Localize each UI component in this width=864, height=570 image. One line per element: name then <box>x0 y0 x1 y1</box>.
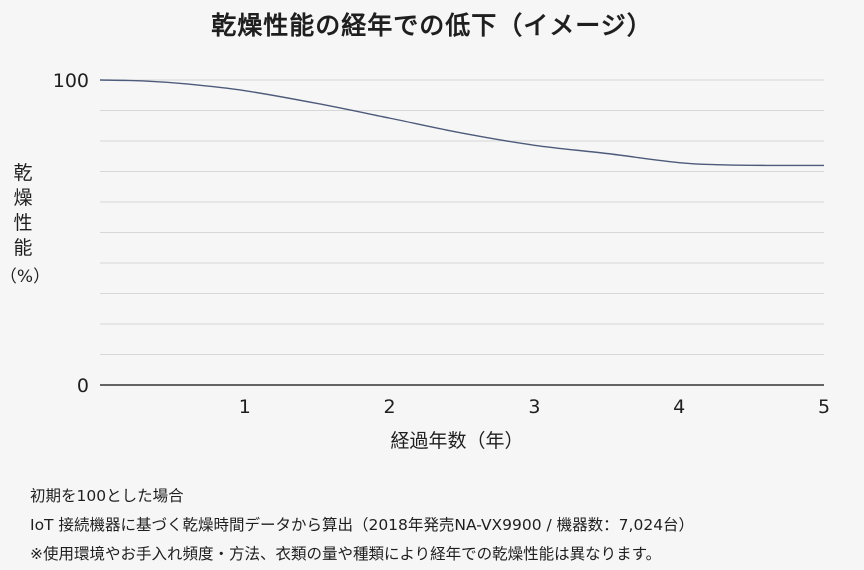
y-tick-label: 0 <box>77 375 89 397</box>
y-axis-label-char: 性 <box>13 212 32 234</box>
series-line <box>99 79 825 167</box>
note-disclaimer: ※使用環境やお手入れ頻度・方法、衣類の量や種類により経年での乾燥性能は異なります… <box>30 545 662 563</box>
x-tick-label: 5 <box>818 396 830 418</box>
y-tick-label: 100 <box>53 70 89 92</box>
x-tick-label: 4 <box>673 396 685 418</box>
y-axis-label-char: 燥 <box>13 187 32 209</box>
x-tick-label: 2 <box>384 396 396 418</box>
note-data-source: IoT 接続機器に基づく乾燥時間データから算出（2018年発売NA-VX9900… <box>30 516 695 534</box>
x-tick-label: 3 <box>528 396 540 418</box>
y-axis-label-char: 乾 <box>13 162 32 184</box>
x-axis-label: 経過年数（年） <box>390 430 523 452</box>
x-tick-label: 1 <box>239 396 251 418</box>
y-axis-label-char: 能 <box>13 237 32 259</box>
note-baseline: 初期を100とした場合 <box>30 487 184 505</box>
y-axis-unit: （%） <box>0 267 50 287</box>
line-chart: 0 100 1 2 3 4 5 経過年数（年） 乾燥性能 （%） <box>0 70 830 452</box>
chart-title: 乾燥性能の経年での低下（イメージ） <box>211 11 653 40</box>
